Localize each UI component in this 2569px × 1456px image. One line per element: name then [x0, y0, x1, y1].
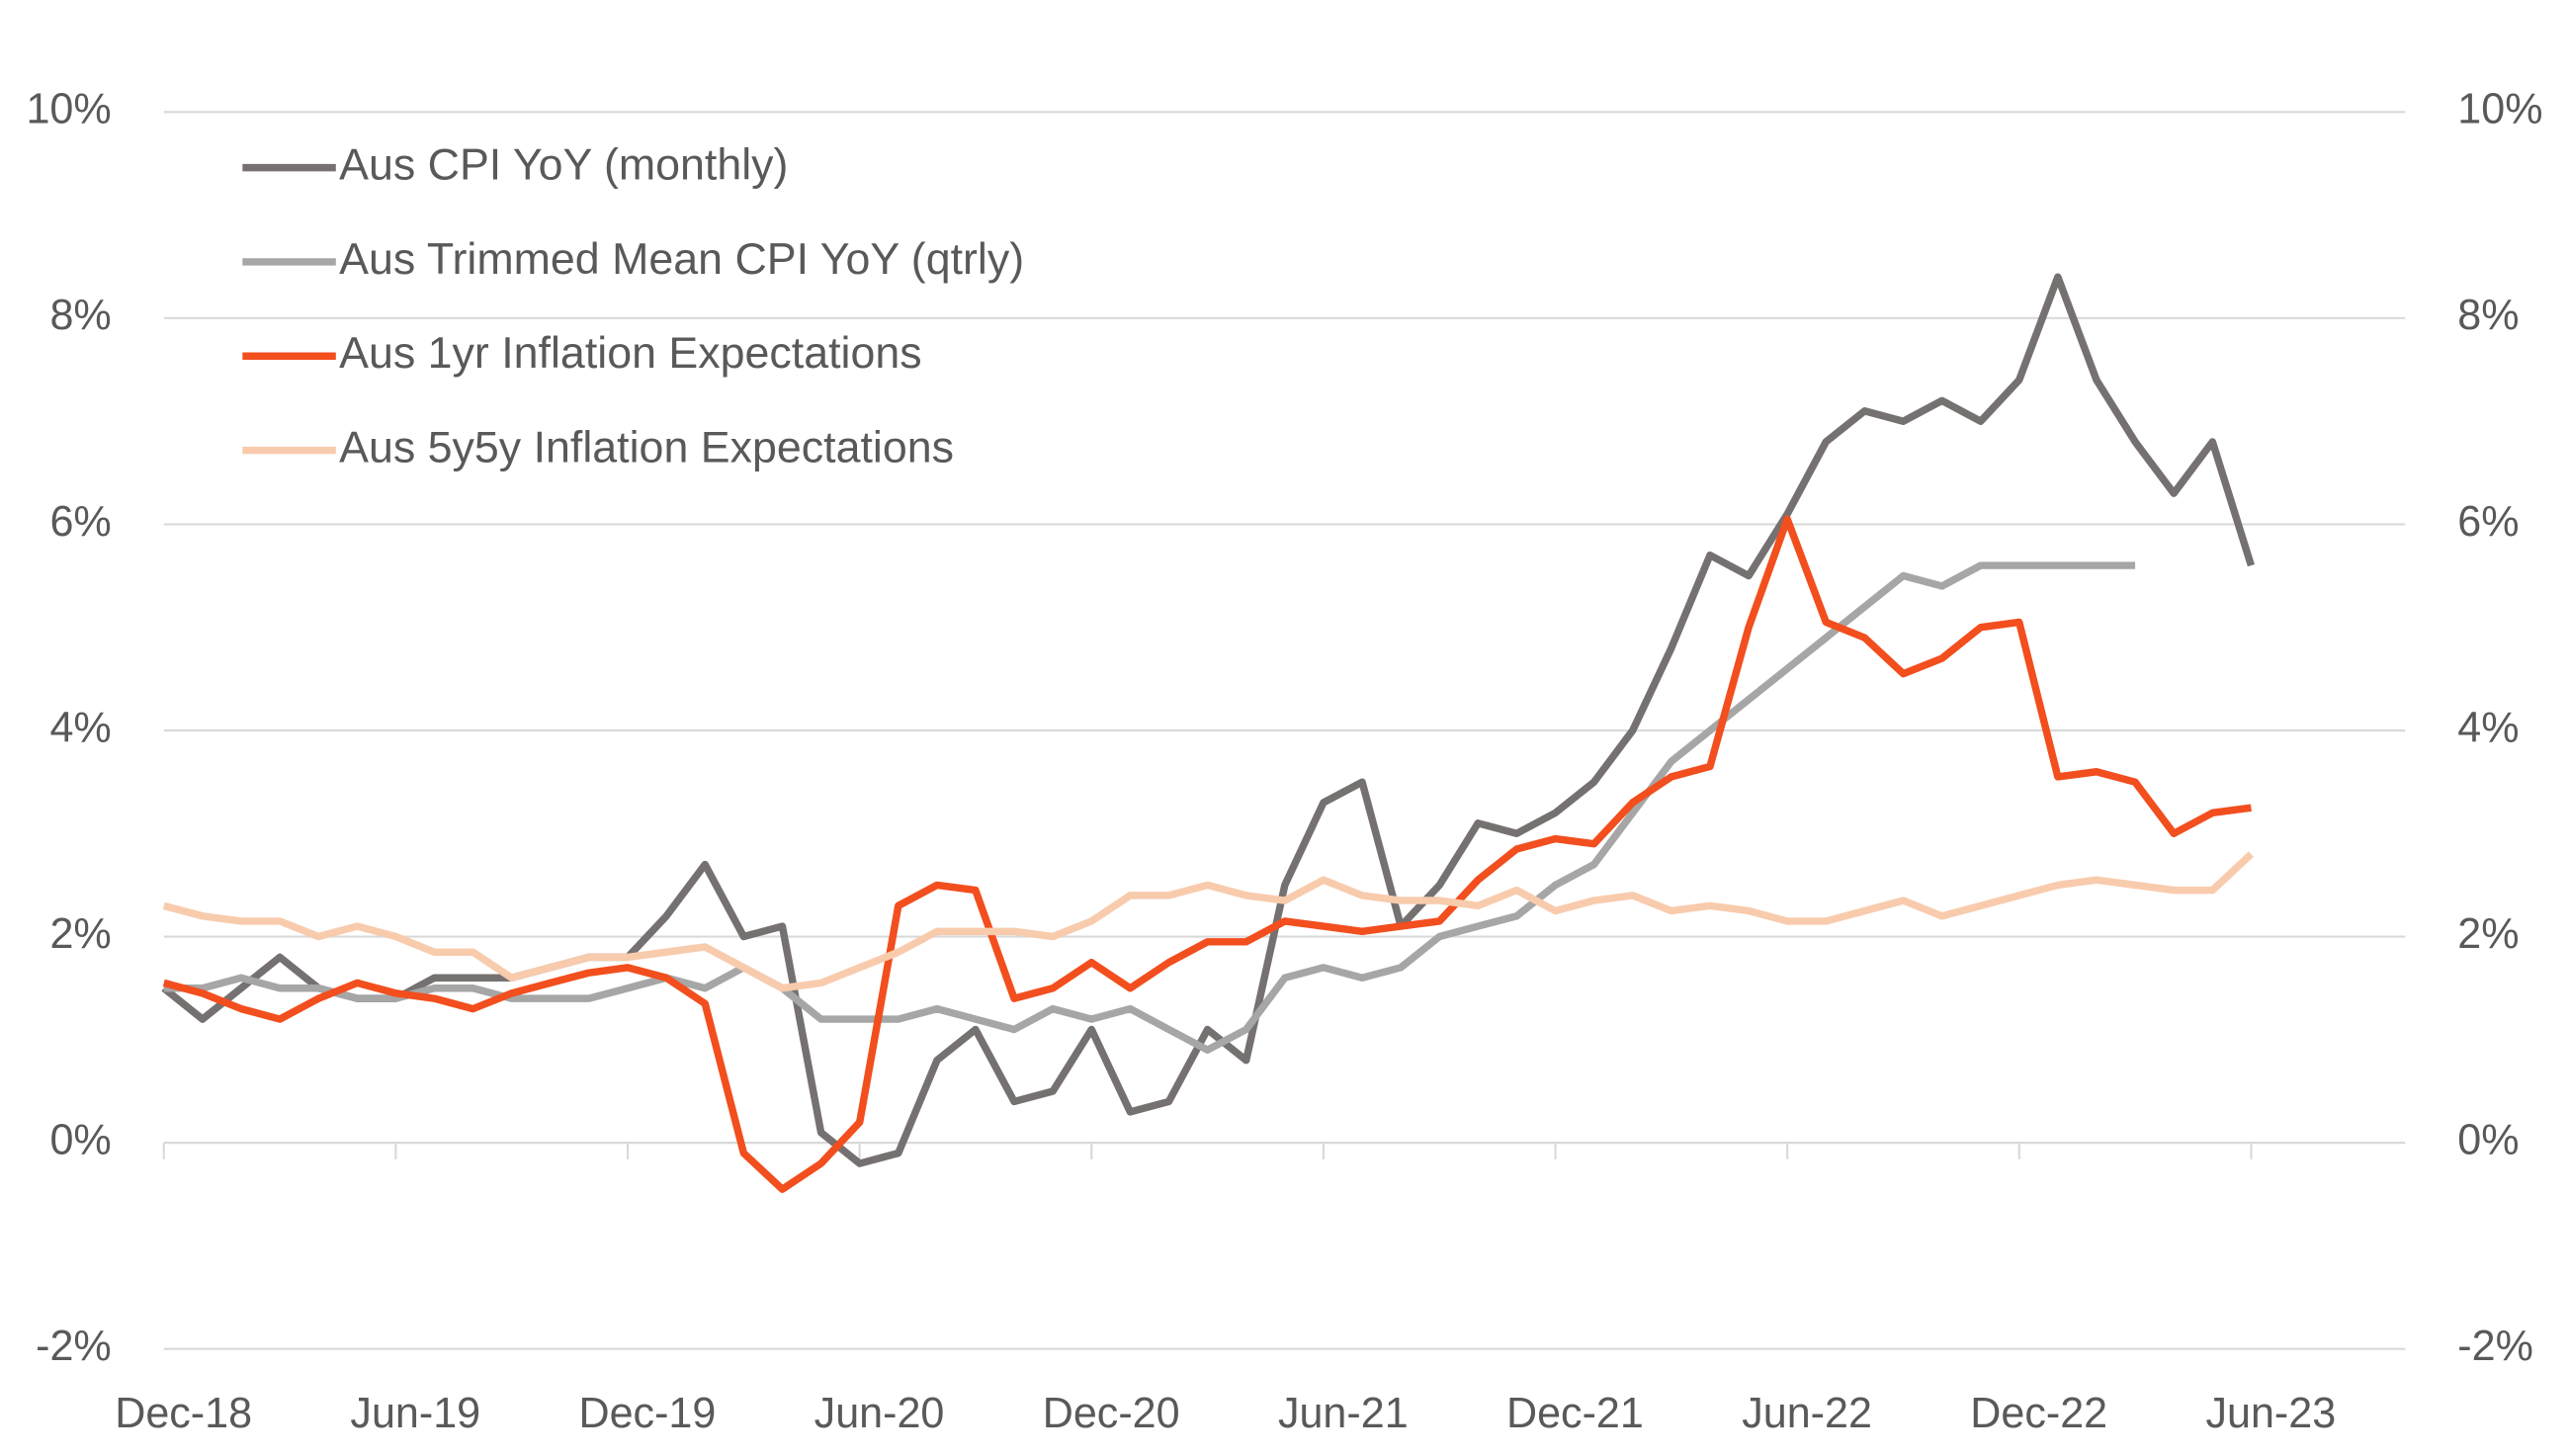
x-tick-label: Jun-23 [2205, 1390, 2336, 1437]
x-tick-label: Dec-18 [115, 1390, 252, 1437]
y2-tick-label: 8% [2457, 292, 2519, 339]
y-tick-label: -2% [36, 1323, 112, 1370]
y-tick-label: 8% [49, 292, 111, 339]
y2-tick-label: 0% [2457, 1117, 2519, 1164]
y-tick-label: 6% [49, 498, 111, 546]
y-tick-label: 0% [49, 1117, 111, 1164]
x-tick-label: Dec-22 [1970, 1390, 2107, 1437]
x-tick-label: Dec-21 [1506, 1390, 1644, 1437]
y2-tick-label: 6% [2457, 498, 2519, 546]
x-tick-label: Jun-21 [1278, 1390, 1409, 1437]
x-tick-label: Jun-20 [814, 1390, 945, 1437]
series-line [162, 515, 2252, 1193]
series-line [161, 273, 2255, 1167]
x-tick-label: Jun-22 [1742, 1390, 1872, 1437]
series-line [163, 561, 2136, 1054]
y2-tick-label: 4% [2457, 704, 2519, 751]
y2-tick-label: 2% [2457, 910, 2519, 958]
x-tick-label: Dec-19 [578, 1390, 716, 1437]
legend-label: Aus 5y5y Inflation Expectations [339, 422, 954, 471]
y2-tick-label: -2% [2457, 1323, 2533, 1370]
legend-label: Aus Trimmed Mean CPI YoY (qtrly) [339, 234, 1024, 284]
legend-label: Aus 1yr Inflation Expectations [339, 328, 922, 378]
series-line [162, 851, 2254, 992]
y-tick-label: 2% [49, 910, 111, 958]
y-tick-label: 10% [26, 86, 111, 133]
legend-label: Aus CPI YoY (monthly) [339, 139, 788, 189]
x-tick-label: Jun-19 [350, 1390, 480, 1437]
y-tick-label: 4% [49, 704, 111, 751]
x-tick-label: Dec-20 [1043, 1390, 1180, 1437]
y2-tick-label: 10% [2457, 86, 2542, 133]
